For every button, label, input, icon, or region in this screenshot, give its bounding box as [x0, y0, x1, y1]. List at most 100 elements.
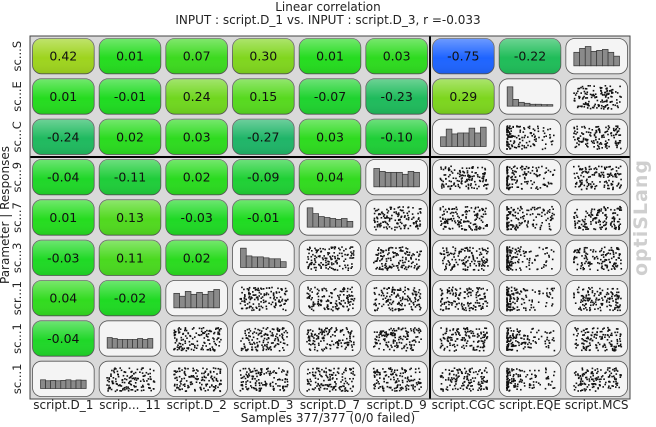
scatter-point	[466, 378, 468, 381]
scatter-point	[273, 387, 275, 390]
scatter-point	[378, 347, 380, 350]
scatter-point	[586, 185, 589, 188]
scatter-point	[251, 386, 253, 389]
scatter-point	[475, 218, 477, 220]
scatter-point	[397, 327, 400, 329]
histogram-bar	[268, 258, 276, 268]
scatter-cell	[365, 360, 428, 397]
scatter-point	[272, 371, 274, 374]
scatter-point	[175, 371, 177, 373]
scatter-point	[582, 347, 585, 350]
scatter-point	[528, 127, 531, 130]
scatter-point	[507, 261, 509, 264]
scatter-point	[150, 389, 152, 392]
scatter-point	[509, 166, 511, 169]
scatter-point	[243, 288, 245, 291]
scatter-point	[317, 298, 320, 301]
scatter-point	[348, 301, 350, 304]
scatter-point	[538, 290, 541, 292]
scatter-point	[478, 185, 480, 188]
scatter-point	[472, 304, 475, 307]
histogram-bar	[106, 337, 113, 349]
scatter-point	[127, 386, 129, 388]
scatter-point	[407, 218, 410, 221]
scatter-point	[279, 385, 281, 387]
scatter-point	[486, 225, 488, 227]
scatter-point	[535, 255, 537, 257]
scatter-point	[586, 253, 589, 255]
scatter-point	[347, 298, 349, 301]
scatter-point	[530, 346, 532, 349]
scatter-point	[399, 384, 401, 386]
scatter-point	[393, 378, 395, 381]
scatter-point	[250, 297, 252, 300]
scatter-point	[608, 329, 611, 331]
scatter-point	[476, 291, 479, 293]
scatter-point	[262, 346, 264, 348]
scatter-point	[186, 347, 188, 349]
scatter-point	[535, 223, 538, 226]
scatter-point	[541, 165, 543, 168]
scatter-point	[314, 381, 317, 384]
scatter-point	[402, 291, 405, 293]
scatter-point	[185, 380, 188, 382]
scatter-point	[110, 375, 112, 377]
scatter-point	[350, 267, 352, 269]
scatter-point	[506, 224, 508, 227]
scatter-point	[553, 134, 555, 137]
scatter-point	[339, 248, 341, 251]
scatter-point	[596, 290, 599, 293]
scatter-point	[270, 348, 272, 351]
scatter-point	[601, 135, 604, 137]
scatter-point	[416, 224, 419, 227]
scatter-point	[347, 308, 350, 310]
scatter-point	[201, 376, 203, 379]
scatter-point	[594, 301, 597, 303]
scatter-point	[611, 249, 613, 251]
scatter-point	[380, 224, 382, 227]
scatter-point	[141, 367, 143, 369]
scatter-point	[472, 254, 474, 257]
scatter-point	[382, 338, 385, 341]
scatter-point	[413, 287, 416, 289]
scatter-point	[453, 300, 455, 302]
scatter-point	[589, 132, 592, 134]
scatter-point	[509, 148, 511, 150]
scatter-point	[519, 330, 521, 332]
scatter-point	[512, 166, 515, 168]
scatter-point	[511, 293, 513, 295]
scatter-point	[575, 256, 578, 259]
scatter-point	[604, 214, 606, 216]
scatter-point	[187, 347, 190, 349]
scatter-point	[248, 292, 250, 295]
scatter-point	[313, 258, 316, 260]
scatter-point	[197, 378, 199, 380]
scatter-point	[307, 267, 309, 270]
scatter-point	[318, 385, 321, 387]
scatter-point	[220, 338, 222, 341]
scatter-point	[472, 371, 475, 374]
scatter-point	[176, 348, 179, 351]
scatter-point	[113, 370, 115, 372]
scatter-point	[451, 208, 453, 210]
scatter-point	[374, 375, 376, 378]
scatter-point	[585, 252, 587, 255]
scatter-point	[443, 222, 445, 224]
scatter-point	[604, 91, 607, 94]
scatter-point	[469, 371, 472, 373]
scatter-point	[405, 268, 408, 271]
scatter-point	[551, 205, 553, 208]
scatter-point	[134, 382, 137, 384]
scatter-point	[324, 264, 327, 267]
scatter-point	[328, 295, 331, 298]
scatter-point	[254, 370, 257, 372]
scatter-point	[255, 387, 257, 390]
scatter-point	[577, 140, 580, 142]
scatter-point	[594, 228, 597, 231]
scatter-point	[440, 304, 442, 307]
scatter-point	[553, 213, 555, 216]
scatter-point	[520, 337, 522, 339]
scatter-point	[614, 268, 616, 270]
histogram-bar	[335, 219, 342, 228]
